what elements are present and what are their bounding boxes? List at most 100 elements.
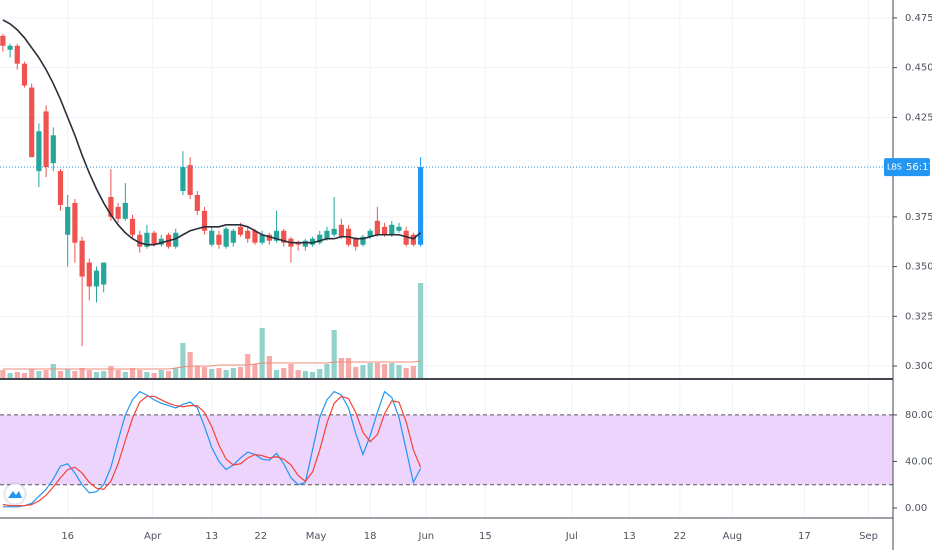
candle-body xyxy=(396,226,402,231)
volume-bar xyxy=(21,373,28,378)
candle-body xyxy=(72,202,78,243)
candle-body xyxy=(93,270,100,287)
volume-bar xyxy=(374,363,380,378)
candle-body xyxy=(281,230,287,243)
axes: 16 Apr 13 22 May 18 Jun 15 Jul 13 22 Aug 17 Sep 0.475 0… xyxy=(61,13,932,542)
volume-bar xyxy=(43,370,49,378)
candle-body xyxy=(14,45,20,64)
volume-bar xyxy=(302,371,308,378)
y-tick-label: 0.475 xyxy=(905,13,932,24)
volume-bar xyxy=(360,365,366,378)
y-tick-label: 0.300 xyxy=(905,361,932,372)
candle-body xyxy=(29,87,35,158)
candle-body xyxy=(187,165,193,195)
volume-bar xyxy=(237,367,244,378)
volume-bar xyxy=(417,283,424,378)
volume-bar xyxy=(338,358,344,378)
volume-bar xyxy=(14,372,20,378)
badge-symbol: LBS xyxy=(887,163,902,172)
x-tick-label: 22 xyxy=(254,531,267,542)
volume-bar xyxy=(295,370,301,378)
last-price-badge xyxy=(884,158,930,177)
volume-bar xyxy=(194,366,200,378)
y-tick-label: 80.00 xyxy=(905,410,932,421)
x-tick-label: 18 xyxy=(364,531,377,542)
candle-body xyxy=(209,230,215,245)
volume-ma-line xyxy=(2,360,421,370)
logo[interactable] xyxy=(3,482,27,506)
volume-bar xyxy=(173,368,179,378)
candle-body xyxy=(43,111,49,168)
x-tick-label: May xyxy=(306,531,327,542)
candle-body xyxy=(360,236,366,245)
candle-body xyxy=(324,230,330,239)
badge-countdown: 56:17 xyxy=(906,162,932,173)
volume-bar xyxy=(324,364,330,378)
stoch-line xyxy=(2,390,422,508)
candle-body xyxy=(201,210,208,231)
volume-bar xyxy=(165,371,172,378)
volume-bar xyxy=(245,354,251,378)
y-tick-label: 0.375 xyxy=(905,212,932,223)
candle-body xyxy=(295,242,301,245)
candle-body xyxy=(173,232,179,247)
x-tick-label: Jun xyxy=(418,531,435,542)
volume-bar xyxy=(266,356,272,378)
volume-bar xyxy=(223,370,229,378)
candle-body xyxy=(309,238,316,245)
candle-body xyxy=(21,63,28,86)
candle-body xyxy=(389,224,395,235)
volume-bar xyxy=(151,373,157,378)
volume-bar xyxy=(410,366,416,378)
candle-body xyxy=(180,167,186,191)
candle-body xyxy=(144,232,150,247)
candle-body xyxy=(108,196,114,217)
candle-body xyxy=(252,230,258,243)
moving-average-line xyxy=(2,19,422,246)
stoch-band xyxy=(0,414,893,485)
volume-bar xyxy=(158,370,164,378)
volume-bar xyxy=(79,368,85,378)
volume-bar xyxy=(353,367,359,378)
volume-bar xyxy=(252,364,258,378)
candle-body xyxy=(129,218,136,235)
volume-bar xyxy=(367,363,373,378)
candle-body xyxy=(302,240,308,247)
volume-bar xyxy=(57,371,64,378)
volume-bar xyxy=(331,330,337,378)
candle-body xyxy=(331,228,337,235)
volume-bar xyxy=(403,368,409,378)
volume-bar xyxy=(137,370,143,378)
y-tick-label: 0.350 xyxy=(905,262,932,273)
volume-bar xyxy=(93,372,100,378)
volume-bar xyxy=(396,365,402,378)
candle-body xyxy=(137,234,143,247)
x-tick-label: Aug xyxy=(723,531,743,542)
volume-bar xyxy=(180,343,186,378)
volume-bar xyxy=(50,364,56,378)
candle-body xyxy=(381,226,388,235)
candle-body xyxy=(273,230,280,241)
candle-body xyxy=(317,234,323,243)
candle-body xyxy=(79,240,85,277)
stoch-line xyxy=(2,395,422,507)
candle-body xyxy=(122,202,128,219)
volume-bar xyxy=(108,366,114,378)
volume-bar xyxy=(259,328,265,378)
volume-bar xyxy=(122,372,128,378)
volume-bar xyxy=(309,372,316,378)
candle-body xyxy=(259,234,265,243)
y-tick-label: 0.325 xyxy=(905,311,932,322)
x-tick-label: Sep xyxy=(859,531,878,542)
volume-bar xyxy=(144,372,150,378)
candle-body xyxy=(101,262,107,285)
candle-body xyxy=(237,226,244,235)
candle-body xyxy=(115,206,121,219)
candle-body xyxy=(223,228,229,247)
x-tick-label: Apr xyxy=(144,531,162,542)
candle-body xyxy=(36,131,42,172)
volume-bar xyxy=(288,364,294,378)
x-tick-label: 13 xyxy=(623,531,636,542)
volume-bar xyxy=(86,370,92,378)
